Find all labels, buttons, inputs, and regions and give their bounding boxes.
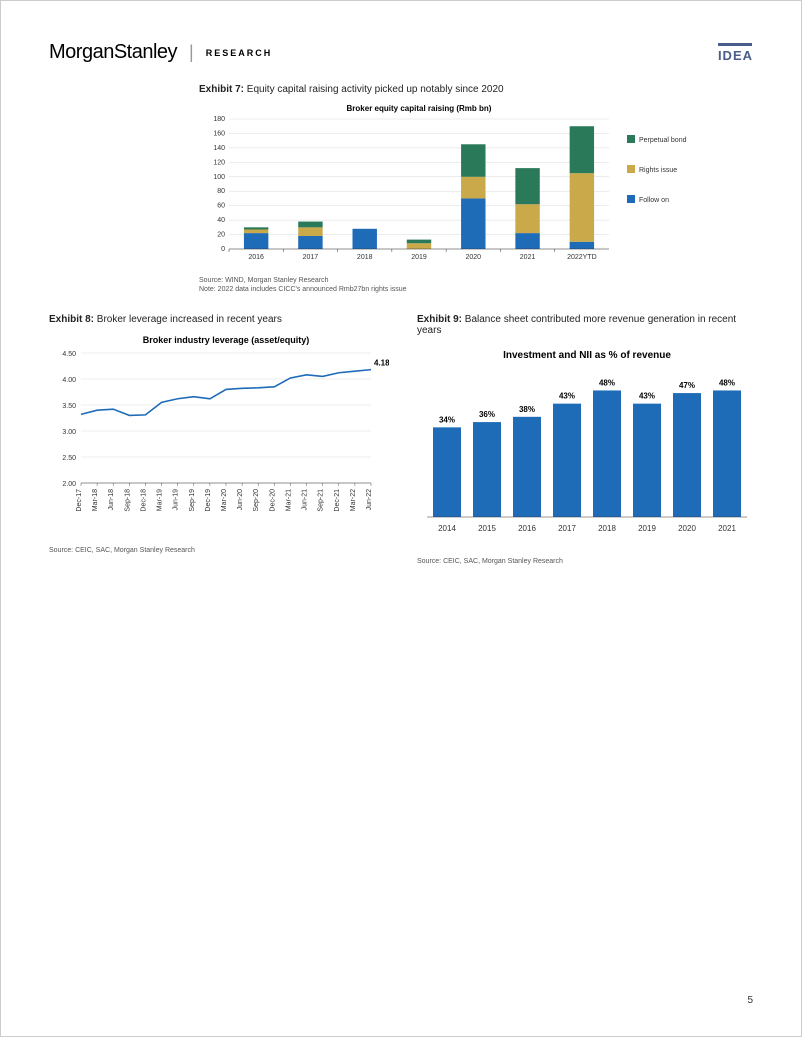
svg-text:3.00: 3.00 bbox=[62, 429, 76, 436]
svg-text:2021: 2021 bbox=[718, 524, 736, 533]
svg-text:2019: 2019 bbox=[638, 524, 656, 533]
svg-text:140: 140 bbox=[213, 145, 225, 152]
svg-text:Mar-18: Mar-18 bbox=[92, 489, 99, 511]
svg-text:Sep-21: Sep-21 bbox=[318, 489, 325, 512]
exhibit7-chart: Broker equity capital raising (Rmb bn) 0 2… bbox=[199, 101, 729, 276]
svg-text:160: 160 bbox=[213, 130, 225, 137]
svg-text:2016: 2016 bbox=[248, 254, 264, 261]
page-header: MorganStanley | RESEARCH IDEA bbox=[49, 41, 753, 64]
svg-text:2014: 2014 bbox=[438, 524, 456, 533]
exhibit9-prefix: Exhibit 9: bbox=[417, 314, 462, 325]
brand-block: MorganStanley | RESEARCH bbox=[49, 41, 272, 64]
idea-text: IDEA bbox=[718, 48, 753, 63]
svg-text:36%: 36% bbox=[479, 410, 495, 419]
svg-text:Jun-22: Jun-22 bbox=[366, 489, 373, 511]
svg-text:Mar-22: Mar-22 bbox=[350, 489, 357, 511]
svg-text:2015: 2015 bbox=[478, 524, 496, 533]
svg-text:60: 60 bbox=[217, 203, 225, 210]
idea-bar-icon bbox=[718, 43, 752, 46]
exhibit8-block: Exhibit 8: Broker leverage increased in … bbox=[49, 314, 389, 566]
exhibit9-chart: Investment and NII as % of revenue 34% 201… bbox=[417, 342, 757, 557]
brand-divider: | bbox=[189, 42, 194, 63]
svg-text:Sep-20: Sep-20 bbox=[253, 489, 260, 512]
exhibit7-note: Note: 2022 data includes CICC's announce… bbox=[199, 285, 729, 294]
svg-text:2021: 2021 bbox=[520, 254, 536, 261]
svg-text:Broker industry leverage (asse: Broker industry leverage (asset/equity) bbox=[143, 335, 310, 345]
svg-text:2.00: 2.00 bbox=[62, 481, 76, 488]
idea-badge: IDEA bbox=[718, 43, 753, 63]
svg-text:Follow on: Follow on bbox=[639, 197, 669, 204]
svg-text:48%: 48% bbox=[719, 379, 735, 388]
exhibit7-source: Source: WIND, Morgan Stanley Research bbox=[199, 276, 729, 285]
svg-text:Jun-20: Jun-20 bbox=[237, 489, 244, 511]
brand-first: Morgan bbox=[49, 41, 114, 63]
svg-text:4.00: 4.00 bbox=[62, 377, 76, 384]
svg-text:Jun-21: Jun-21 bbox=[302, 489, 309, 511]
exhibit8-title-text: Broker leverage increased in recent year… bbox=[97, 314, 282, 325]
svg-text:2020: 2020 bbox=[678, 524, 696, 533]
exhibit9-label: Exhibit 9: Balance sheet contributed mor… bbox=[417, 314, 757, 336]
exhibit7-block: Exhibit 7: Equity capital raising activi… bbox=[199, 84, 729, 294]
exhibits-row: Exhibit 8: Broker leverage increased in … bbox=[49, 314, 753, 566]
svg-text:Broker equity capital raising: Broker equity capital raising (Rmb bn) bbox=[347, 104, 492, 113]
page-number: 5 bbox=[747, 995, 753, 1006]
svg-text:Dec-18: Dec-18 bbox=[140, 489, 147, 512]
svg-text:2022YTD: 2022YTD bbox=[567, 254, 597, 261]
exhibit7-prefix: Exhibit 7: bbox=[199, 84, 244, 95]
svg-text:38%: 38% bbox=[519, 405, 535, 414]
svg-text:43%: 43% bbox=[559, 392, 575, 401]
svg-text:48%: 48% bbox=[599, 379, 615, 388]
svg-text:2020: 2020 bbox=[465, 254, 481, 261]
svg-text:Mar-21: Mar-21 bbox=[285, 489, 292, 511]
svg-text:2018: 2018 bbox=[598, 524, 616, 533]
svg-text:2019: 2019 bbox=[411, 254, 427, 261]
svg-text:Dec-21: Dec-21 bbox=[334, 489, 341, 512]
svg-text:80: 80 bbox=[217, 188, 225, 195]
exhibit9-source: Source: CEIC, SAC, Morgan Stanley Resear… bbox=[417, 557, 757, 566]
svg-text:Sep-18: Sep-18 bbox=[124, 489, 131, 512]
brand-name: MorganStanley bbox=[49, 41, 177, 64]
svg-text:100: 100 bbox=[213, 174, 225, 181]
exhibit8-chart: Broker industry leverage (asset/equity) 2… bbox=[49, 331, 389, 546]
svg-text:Jun-18: Jun-18 bbox=[108, 489, 115, 511]
exhibit7-title-text: Equity capital raising activity picked u… bbox=[247, 84, 504, 95]
exhibit9-block: Exhibit 9: Balance sheet contributed mor… bbox=[417, 314, 757, 566]
exhibit8-label: Exhibit 8: Broker leverage increased in … bbox=[49, 314, 389, 325]
svg-text:4.50: 4.50 bbox=[62, 351, 76, 358]
svg-text:Mar-20: Mar-20 bbox=[221, 489, 228, 511]
svg-text:40: 40 bbox=[217, 217, 225, 224]
svg-text:120: 120 bbox=[213, 159, 225, 166]
svg-text:Perpetual bond: Perpetual bond bbox=[639, 137, 687, 144]
brand-research: RESEARCH bbox=[206, 48, 273, 58]
exhibit8-source: Source: CEIC, SAC, Morgan Stanley Resear… bbox=[49, 546, 389, 555]
brand-second: Stanley bbox=[114, 41, 177, 63]
svg-text:20: 20 bbox=[217, 232, 225, 239]
svg-text:Rights issue: Rights issue bbox=[639, 167, 677, 174]
svg-text:2016: 2016 bbox=[518, 524, 536, 533]
svg-text:Sep-19: Sep-19 bbox=[189, 489, 196, 512]
svg-text:Investment and NII as % of rev: Investment and NII as % of revenue bbox=[503, 350, 671, 361]
svg-text:2017: 2017 bbox=[558, 524, 576, 533]
svg-text:180: 180 bbox=[213, 116, 225, 123]
svg-text:4.18: 4.18 bbox=[374, 359, 389, 368]
svg-text:34%: 34% bbox=[439, 416, 455, 425]
svg-text:Dec-19: Dec-19 bbox=[205, 489, 212, 512]
svg-text:2017: 2017 bbox=[303, 254, 319, 261]
svg-text:Mar-19: Mar-19 bbox=[157, 489, 164, 511]
svg-text:Dec-17: Dec-17 bbox=[76, 489, 83, 512]
svg-text:2.50: 2.50 bbox=[62, 455, 76, 462]
svg-text:43%: 43% bbox=[639, 392, 655, 401]
svg-text:Dec-20: Dec-20 bbox=[269, 489, 276, 512]
svg-text:3.50: 3.50 bbox=[62, 403, 76, 410]
svg-text:47%: 47% bbox=[679, 381, 695, 390]
exhibit8-prefix: Exhibit 8: bbox=[49, 314, 94, 325]
svg-text:Jun-19: Jun-19 bbox=[173, 489, 180, 511]
exhibit7-label: Exhibit 7: Equity capital raising activi… bbox=[199, 84, 729, 95]
svg-text:2018: 2018 bbox=[357, 254, 373, 261]
svg-text:0: 0 bbox=[221, 246, 225, 253]
exhibit9-title-text: Balance sheet contributed more revenue g… bbox=[417, 314, 736, 336]
